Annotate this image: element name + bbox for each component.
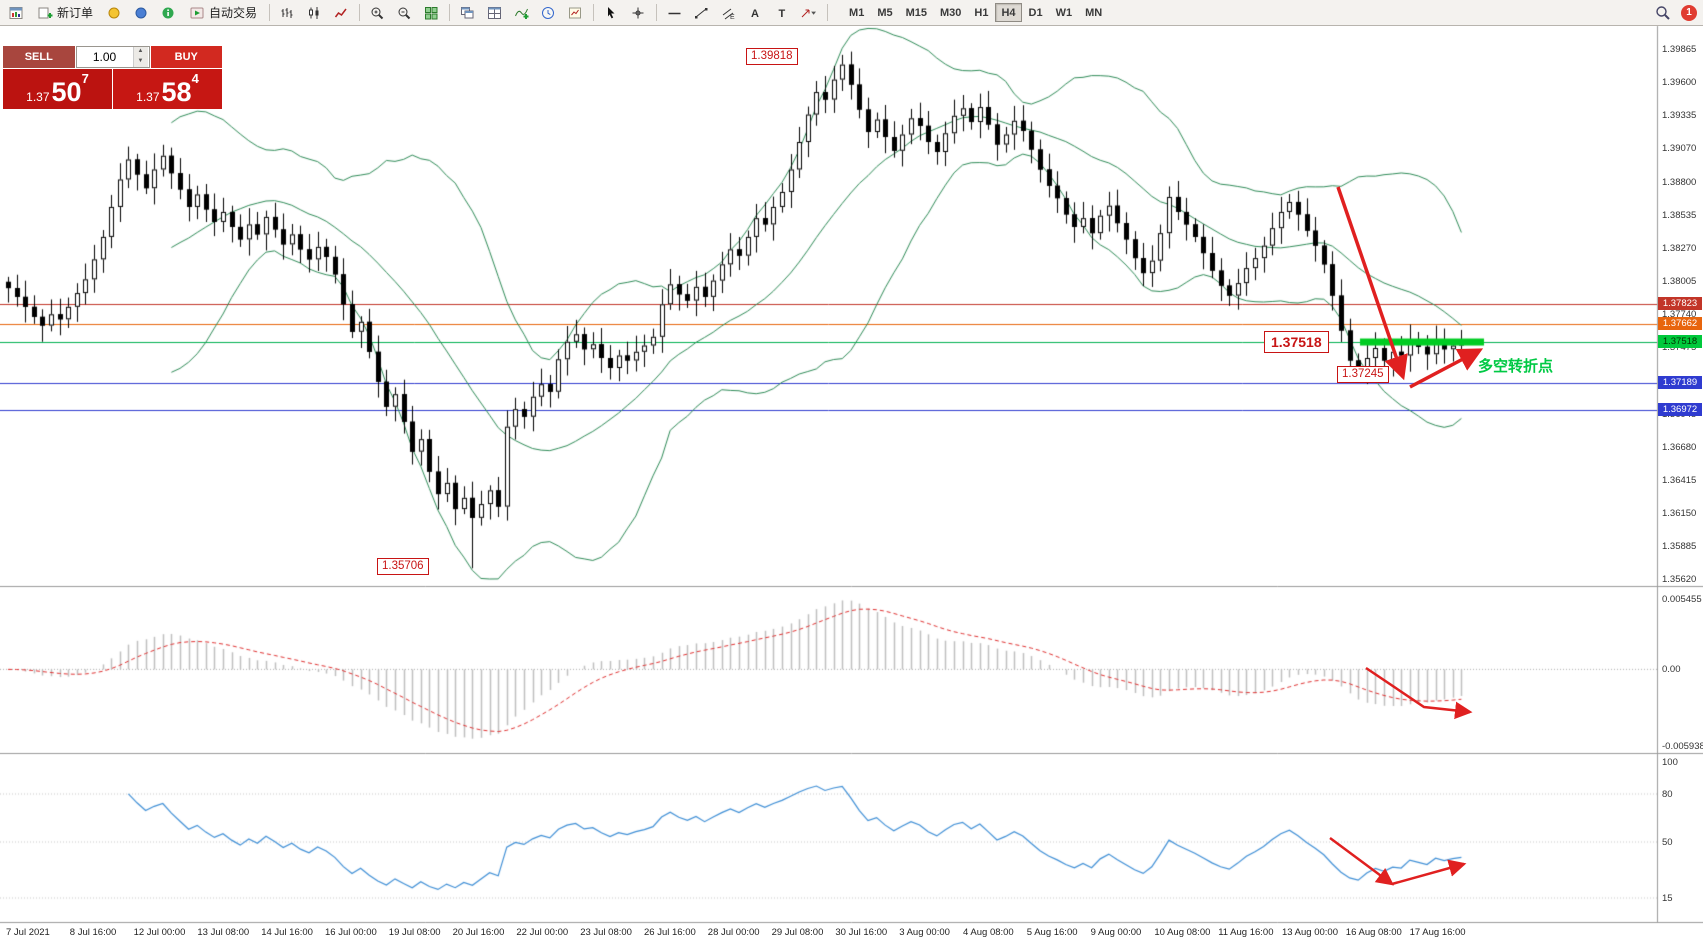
sell-price-pips: 50: [51, 77, 82, 107]
volume-input[interactable]: [76, 47, 133, 67]
sell-price-point: 7: [81, 71, 89, 86]
search-icon[interactable]: [1650, 2, 1675, 24]
line-chart-icon[interactable]: [329, 2, 354, 24]
toolbar-right-group: 1: [1650, 2, 1699, 24]
timeframe-group: M1 M5 M15 M30 H1 H4 D1 W1 MN: [843, 3, 1108, 22]
timeframe-button-d1[interactable]: D1: [1023, 3, 1049, 22]
new-order-label: 新订单: [57, 6, 94, 20]
toolbar-separator: [593, 4, 595, 21]
hline-tool-icon[interactable]: [662, 2, 687, 24]
auto-trading-button[interactable]: 自动交易: [183, 3, 264, 23]
timeframe-button-mn[interactable]: MN: [1079, 3, 1108, 22]
sell-price-big-figure: 1.37: [26, 90, 50, 104]
zoom-in-icon[interactable]: [365, 2, 390, 24]
sell-button[interactable]: SELL: [3, 46, 75, 68]
toolbar-separator: [449, 4, 451, 21]
notification-badge[interactable]: 1: [1681, 4, 1697, 21]
svg-text:E: E: [730, 14, 735, 20]
buy-button[interactable]: BUY: [150, 46, 222, 68]
volume-increase-button[interactable]: ▲: [133, 47, 148, 57]
auto-trading-icon: [190, 7, 204, 18]
cascade-windows-icon[interactable]: [455, 2, 480, 24]
one-click-trading-panel: SELL ▲ ▼ BUY 1.37 50 7 1.37 58 4: [3, 46, 222, 109]
channel-tool-icon[interactable]: E: [716, 2, 741, 24]
add-indicator-icon[interactable]: [509, 2, 534, 24]
high-price-label[interactable]: 1.39818: [746, 48, 798, 65]
info-icon[interactable]: [156, 2, 181, 24]
chart-window-icon[interactable]: [4, 2, 29, 24]
tile-windows-icon[interactable]: [482, 2, 507, 24]
text-tool-icon[interactable]: T: [770, 2, 795, 24]
text-label-tool-icon[interactable]: A: [743, 2, 768, 24]
trendline-tool-icon[interactable]: [689, 2, 714, 24]
svg-text:A: A: [751, 8, 759, 20]
toolbar-separator: [359, 4, 361, 21]
buy-price-big-figure: 1.37: [136, 90, 160, 104]
crosshair-icon[interactable]: [626, 2, 651, 24]
level-price-label[interactable]: 1.37518: [1264, 331, 1329, 353]
timeframe-button-w1[interactable]: W1: [1050, 3, 1079, 22]
bars-chart-icon[interactable]: [275, 2, 300, 24]
timeframe-button-h4[interactable]: H4: [995, 3, 1022, 22]
candles-chart-icon[interactable]: [302, 2, 327, 24]
swing-price-label[interactable]: 1.37245: [1337, 366, 1389, 383]
new-order-button[interactable]: 新订单: [31, 3, 100, 23]
buy-price-point: 4: [191, 71, 199, 86]
toolbar-separator: [656, 4, 658, 21]
timeframe-button-m1[interactable]: M1: [843, 3, 870, 22]
turning-point-note[interactable]: 多空转折点: [1478, 358, 1554, 375]
toolbar: 新订单 自动交易 E A T M1 M5 M15 M30 H1 H4 D1 W1 MN 1: [0, 0, 1703, 26]
template-icon[interactable]: [563, 2, 588, 24]
timeframe-button-m15[interactable]: M15: [900, 3, 933, 22]
arrange-windows-icon[interactable]: [419, 2, 444, 24]
community-icon[interactable]: [129, 2, 154, 24]
buy-price-pips: 58: [161, 77, 192, 107]
zoom-out-icon[interactable]: [392, 2, 417, 24]
buy-price-display[interactable]: 1.37 58 4: [113, 69, 222, 109]
cursor-icon[interactable]: [599, 2, 624, 24]
timeframe-button-m5[interactable]: M5: [871, 3, 898, 22]
volume-spinner: ▲ ▼: [132, 47, 148, 67]
low-price-label[interactable]: 1.35706: [377, 558, 429, 575]
volume-control: ▲ ▼: [75, 46, 150, 68]
timeframe-button-m30[interactable]: M30: [934, 3, 967, 22]
period-icon[interactable]: [536, 2, 561, 24]
volume-decrease-button[interactable]: ▼: [133, 57, 148, 67]
new-order-icon: [38, 7, 53, 18]
sell-price-display[interactable]: 1.37 50 7: [3, 69, 112, 109]
publisher-icon[interactable]: [102, 2, 127, 24]
toolbar-separator: [269, 4, 271, 21]
shapes-tool-icon[interactable]: [797, 2, 822, 24]
auto-trading-label: 自动交易: [209, 6, 258, 20]
timeframe-button-h1[interactable]: H1: [968, 3, 994, 22]
toolbar-separator: [827, 4, 829, 21]
svg-text:T: T: [779, 8, 786, 20]
